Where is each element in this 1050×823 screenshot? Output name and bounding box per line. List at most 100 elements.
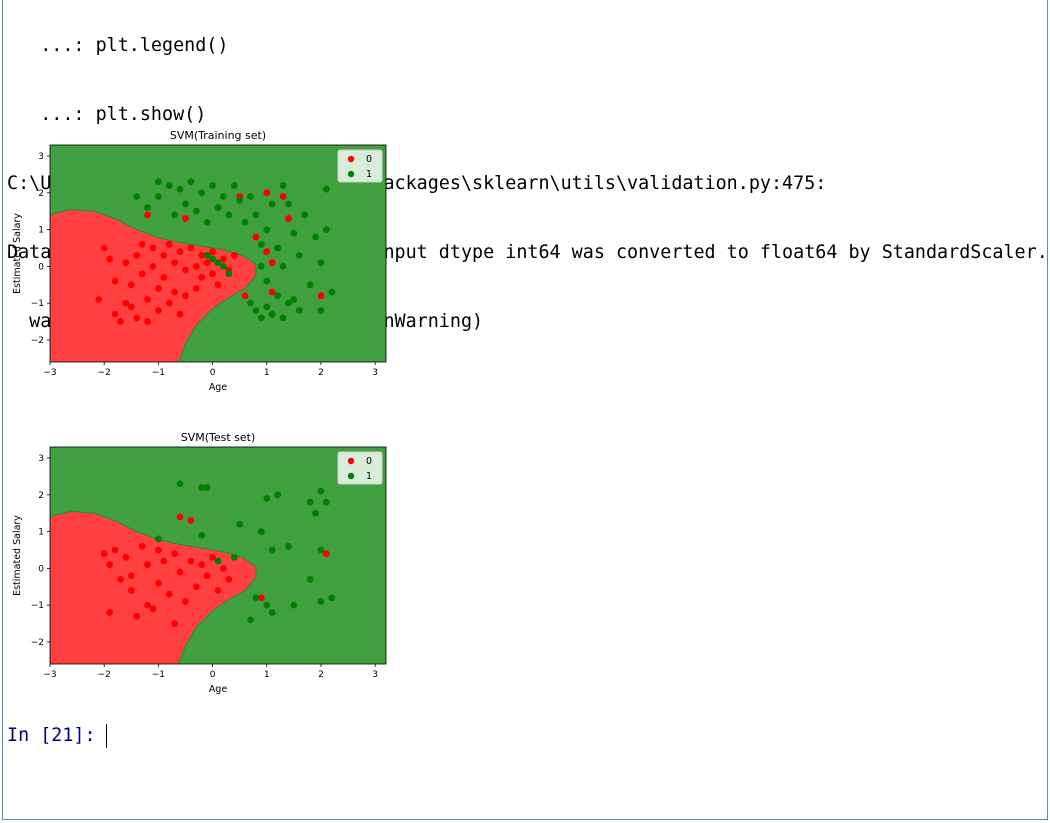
y-tick-label: 0 xyxy=(38,564,44,574)
data-point-class-0 xyxy=(106,255,114,263)
data-point-class-1 xyxy=(144,204,151,211)
data-point-class-1 xyxy=(133,193,141,200)
legend-marker-0 xyxy=(347,155,355,163)
y-tick-label: 0 xyxy=(38,262,44,272)
data-point-class-1 xyxy=(263,601,271,609)
legend-box xyxy=(337,451,383,485)
data-point-class-1 xyxy=(203,218,211,226)
data-point-class-0 xyxy=(203,572,211,580)
data-point-class-0 xyxy=(220,564,227,572)
data-point-class-1 xyxy=(317,487,325,495)
data-point-class-1 xyxy=(171,211,179,219)
x-tick-label: −3 xyxy=(43,670,56,680)
data-point-class-0 xyxy=(111,277,119,285)
data-point-class-1 xyxy=(198,484,206,491)
data-point-class-1 xyxy=(257,262,265,270)
data-point-class-0 xyxy=(154,285,162,292)
legend-marker-0 xyxy=(347,457,355,465)
data-point-class-1 xyxy=(263,303,271,311)
data-point-class-1 xyxy=(290,296,298,303)
data-point-class-1 xyxy=(257,240,265,248)
data-point-class-1 xyxy=(203,251,211,259)
data-point-class-1 xyxy=(187,178,195,186)
data-point-class-1 xyxy=(328,288,336,296)
data-point-class-0 xyxy=(214,587,222,594)
x-tick-label: −3 xyxy=(43,368,56,378)
data-point-class-0 xyxy=(176,248,184,256)
data-point-class-0 xyxy=(160,251,168,259)
data-point-class-0 xyxy=(154,579,162,587)
data-point-class-0 xyxy=(127,572,135,580)
data-point-class-0 xyxy=(95,296,103,303)
data-point-class-1 xyxy=(247,616,254,624)
x-tick-label: 0 xyxy=(210,368,216,378)
x-tick-label: 1 xyxy=(264,670,270,680)
scatter-chart: −3 −2 −1 0 1 2 3 −2 −1 0 1 2 3 SVM(Training set) Age Es… xyxy=(12,129,387,393)
data-point-class-0 xyxy=(209,248,216,256)
training-set-figure: −3 −2 −1 0 1 2 3 −2 −1 0 1 2 3 SVM(Training set) Age Es… xyxy=(0,118,400,398)
legend-label-1: 1 xyxy=(366,169,372,180)
data-point-class-0 xyxy=(268,259,276,267)
data-point-class-1 xyxy=(322,226,330,233)
data-point-class-1 xyxy=(312,233,319,241)
data-point-class-0 xyxy=(149,605,157,613)
data-point-class-1 xyxy=(230,553,238,561)
data-point-class-0 xyxy=(192,583,200,591)
data-point-class-0 xyxy=(252,233,260,241)
data-point-class-1 xyxy=(230,182,238,189)
data-point-class-0 xyxy=(165,240,173,248)
data-point-class-0 xyxy=(187,244,195,252)
data-point-class-0 xyxy=(241,292,249,300)
data-point-class-0 xyxy=(268,288,276,296)
data-point-class-0 xyxy=(154,546,162,554)
data-point-class-1 xyxy=(306,281,314,289)
x-axis-label: Age xyxy=(209,382,228,393)
data-point-class-1 xyxy=(301,211,309,219)
data-point-class-0 xyxy=(209,270,216,278)
data-point-class-1 xyxy=(279,182,287,189)
data-point-class-1 xyxy=(285,200,292,208)
data-point-class-0 xyxy=(187,517,195,524)
y-axis-label: Estimated Salary xyxy=(12,213,23,294)
data-point-class-0 xyxy=(209,553,216,561)
legend-label-0: 0 xyxy=(366,456,372,467)
data-point-class-1 xyxy=(192,207,200,215)
data-point-class-1 xyxy=(198,531,206,539)
data-point-class-0 xyxy=(192,285,200,292)
data-point-class-1 xyxy=(274,491,282,499)
x-tick-label: −2 xyxy=(98,368,111,378)
legend-label-0: 0 xyxy=(366,154,372,165)
data-point-class-1 xyxy=(274,292,282,300)
y-axis-label: Estimated Salary xyxy=(12,515,23,596)
data-point-class-0 xyxy=(198,274,206,281)
data-point-class-1 xyxy=(176,185,184,193)
data-point-class-0 xyxy=(133,251,141,259)
data-point-class-1 xyxy=(268,609,276,616)
data-point-class-0 xyxy=(160,557,168,565)
data-point-class-0 xyxy=(263,248,271,256)
console-line: ...: plt.show() xyxy=(7,104,207,125)
data-point-class-0 xyxy=(182,215,189,222)
data-point-class-0 xyxy=(214,281,222,289)
console-line: ...: plt.legend() xyxy=(7,35,229,56)
data-point-class-0 xyxy=(111,310,119,318)
data-point-class-0 xyxy=(133,612,141,620)
data-point-class-1 xyxy=(209,255,216,263)
data-point-class-0 xyxy=(111,546,119,554)
y-tick-label: 3 xyxy=(38,454,44,464)
legend-marker-1 xyxy=(347,472,355,480)
data-point-class-1 xyxy=(328,594,336,602)
y-tick-label: 1 xyxy=(38,528,44,538)
data-point-class-1 xyxy=(154,535,162,543)
data-point-class-1 xyxy=(176,480,184,488)
text-cursor[interactable] xyxy=(106,724,107,748)
data-point-class-0 xyxy=(192,262,200,270)
y-tick-label: 2 xyxy=(38,491,44,501)
data-point-class-0 xyxy=(176,568,184,576)
y-tick-label: −2 xyxy=(31,336,44,346)
x-axis-label: Age xyxy=(209,684,228,695)
data-point-class-1 xyxy=(306,498,314,506)
test-set-figure: −3 −2 −1 0 1 2 3 −2 −1 0 1 2 3 SVM(Test set) Age Estima… xyxy=(0,420,400,700)
data-point-class-0 xyxy=(182,292,189,300)
scatter-chart: −3 −2 −1 0 1 2 3 −2 −1 0 1 2 3 SVM(Test set) Age Estima… xyxy=(12,431,387,695)
